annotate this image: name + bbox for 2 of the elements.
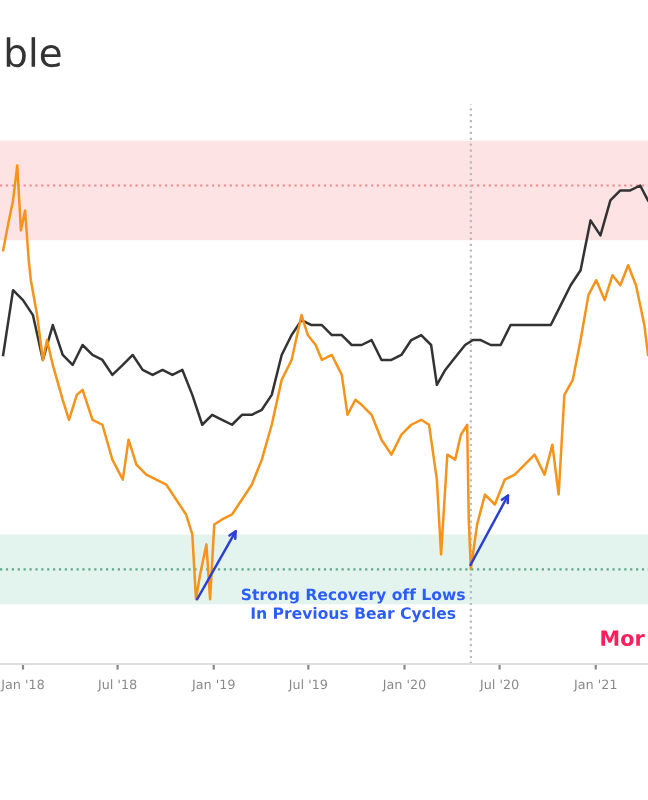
annotation: Mor <box>601 630 645 646</box>
chart-title: ble <box>6 37 61 68</box>
